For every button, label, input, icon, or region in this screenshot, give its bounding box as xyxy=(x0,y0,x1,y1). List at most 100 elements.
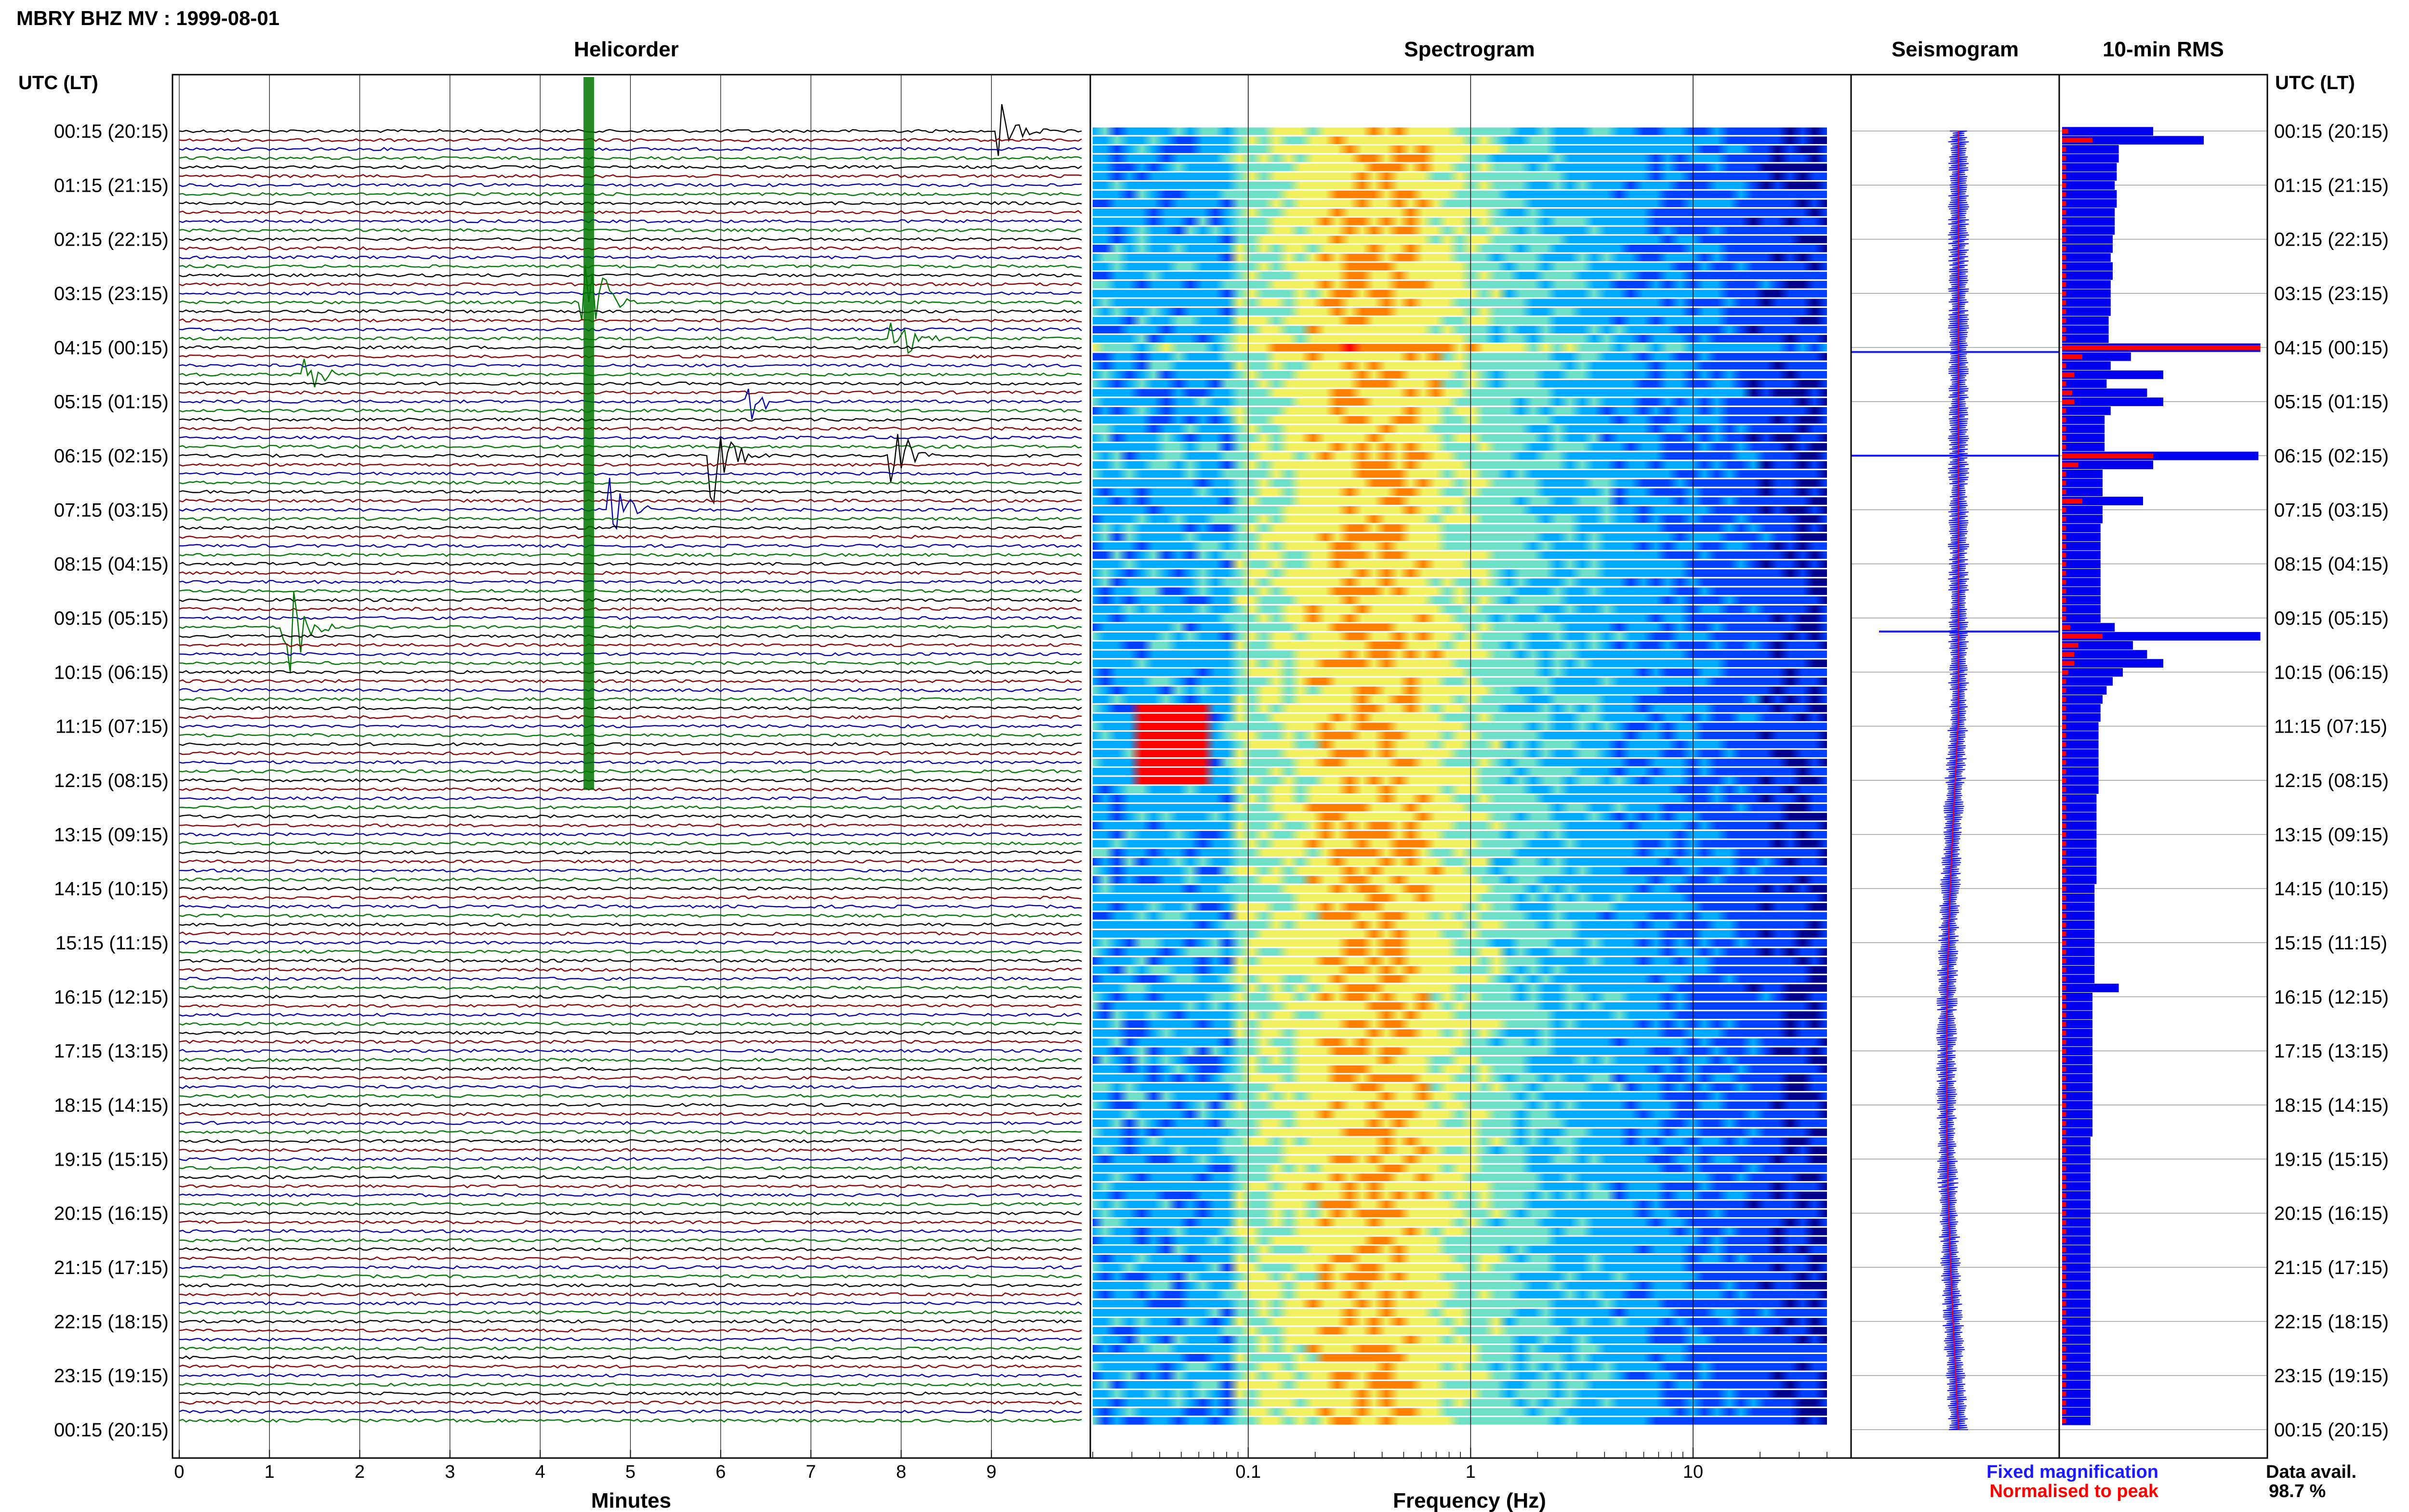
time-label-right: 07:15 (03:15) xyxy=(2274,500,2389,521)
helicorder-trace xyxy=(179,751,1082,756)
time-label-left: 10:15 (06:15) xyxy=(54,662,169,683)
helicorder-trace xyxy=(179,1265,1082,1270)
time-label-right: 21:15 (17:15) xyxy=(2274,1257,2389,1278)
helicorder-trace xyxy=(179,742,1082,747)
time-label-right: 06:15 (02:15) xyxy=(2274,446,2389,467)
left-time-header: UTC (LT) xyxy=(18,72,98,93)
helicorder-trace xyxy=(179,327,1082,332)
helicorder-trace xyxy=(179,715,1082,720)
helicorder-trace xyxy=(179,462,1082,467)
helicorder-trace xyxy=(179,237,1082,241)
helicorder-trace xyxy=(179,1319,1082,1324)
time-label-left: 15:15 (11:15) xyxy=(55,933,169,954)
spectrogram-row xyxy=(1093,199,1827,208)
helicorder-trace xyxy=(179,652,1082,657)
helicorder-trace xyxy=(179,724,1082,728)
helicorder-trace xyxy=(179,769,1082,774)
helicorder-trace xyxy=(179,1256,1082,1261)
helicorder-trace xyxy=(179,670,1082,674)
helicorder-trace xyxy=(179,499,1082,503)
spectrogram-row xyxy=(1093,299,1827,307)
time-label-right: 17:15 (13:15) xyxy=(2274,1041,2389,1062)
helicorder-trace xyxy=(179,823,1082,828)
time-label-right: 16:15 (12:15) xyxy=(2274,986,2389,1008)
helicorder-trace xyxy=(179,363,1082,368)
time-label-right: 08:15 (04:15) xyxy=(2274,554,2389,575)
helicorder-trace xyxy=(179,1166,1082,1170)
time-label-right: 19:15 (15:15) xyxy=(2274,1149,2389,1170)
spectrogram-row xyxy=(1093,740,1827,749)
helicorder-trace xyxy=(179,1157,1082,1161)
helicorder-trace xyxy=(179,1373,1082,1378)
time-label-left: 22:15 (18:15) xyxy=(54,1311,169,1332)
helicorder-trace xyxy=(179,1121,1082,1125)
helicorder-trace xyxy=(179,1202,1082,1207)
time-label-left: 12:15 (08:15) xyxy=(54,770,169,791)
spectrogram-row xyxy=(1093,272,1827,279)
helicorder-trace xyxy=(179,661,1082,665)
time-label-right: 02:15 (22:15) xyxy=(2274,229,2389,250)
helicorder-trace xyxy=(179,868,1082,873)
helicorder-trace xyxy=(179,841,1082,846)
time-label-right: 14:15 (10:15) xyxy=(2274,879,2389,900)
spectrogram-row xyxy=(1093,723,1827,731)
helicorder-trace xyxy=(179,1103,1082,1107)
spectrogram-row xyxy=(1093,172,1827,180)
spectrogram-row xyxy=(1093,452,1827,460)
helicorder-trace xyxy=(179,1076,1082,1080)
spectrogram-row xyxy=(1093,280,1827,289)
spectrogram-row xyxy=(1093,524,1827,532)
helicorder-trace xyxy=(179,986,1082,990)
spectrogram-row xyxy=(1093,578,1827,586)
helicorder-trace xyxy=(179,477,1082,530)
helicorder-trace xyxy=(179,552,1082,557)
spectrogram-row xyxy=(1093,245,1827,252)
helicorder-trace xyxy=(179,358,1082,388)
helicorder-trace xyxy=(179,787,1082,792)
spectrogram-row xyxy=(1093,641,1827,649)
time-label-left: 09:15 (05:15) xyxy=(54,608,169,629)
helicorder-trace xyxy=(179,526,1082,530)
helicorder-trace xyxy=(179,273,1082,277)
spectrogram-row xyxy=(1093,434,1827,442)
spectrogram-row xyxy=(1093,659,1827,667)
time-label-left: 17:15 (13:15) xyxy=(54,1041,169,1062)
helicorder-trace xyxy=(179,1193,1082,1197)
helicorder-panel xyxy=(179,75,1082,1458)
spectrogram-row xyxy=(1093,497,1827,505)
helicorder-trace xyxy=(179,1175,1082,1180)
helicorder-trace xyxy=(179,282,1082,287)
helicorder-trace xyxy=(179,219,1082,224)
spectrogram-panel xyxy=(1093,75,1827,1458)
helicorder-trace xyxy=(179,796,1082,801)
time-label-left: 13:15 (09:15) xyxy=(54,824,169,845)
spectrogram-row xyxy=(1093,767,1827,776)
spectrogram-row xyxy=(1093,569,1827,577)
helicorder-trace xyxy=(179,1003,1082,1008)
rms-title: 10-min RMS xyxy=(2103,38,2224,61)
helicorder-trace xyxy=(179,1148,1082,1152)
spectrogram-row xyxy=(1093,515,1827,523)
helicorder-trace xyxy=(179,940,1082,945)
helicorder-trace xyxy=(179,146,1082,151)
helicorder-trace xyxy=(179,318,1082,323)
helicorder-trace xyxy=(179,174,1082,179)
spectrogram-row xyxy=(1093,704,1827,712)
helicorder-trace xyxy=(179,1274,1082,1279)
helicorder-trace xyxy=(179,1220,1082,1224)
helicorder-trace xyxy=(179,814,1082,819)
helicorder-trace xyxy=(179,1184,1082,1188)
helicorder-trace xyxy=(179,165,1082,170)
helicorder-trace xyxy=(179,805,1082,810)
time-label-right: 20:15 (16:15) xyxy=(2274,1203,2389,1224)
helicorder-trace xyxy=(179,778,1082,783)
spectrogram-row xyxy=(1093,362,1827,370)
helicorder-event-saturated xyxy=(583,77,595,790)
helicorder-trace xyxy=(179,1328,1082,1333)
time-label-right: 23:15 (19:15) xyxy=(2274,1366,2389,1387)
spectrogram-row xyxy=(1093,407,1827,415)
helicorder-trace xyxy=(179,1049,1082,1053)
spectrogram-row xyxy=(1093,425,1827,433)
helicorder-trace xyxy=(179,1112,1082,1116)
time-label-left: 00:15 (20:15) xyxy=(54,1420,169,1441)
